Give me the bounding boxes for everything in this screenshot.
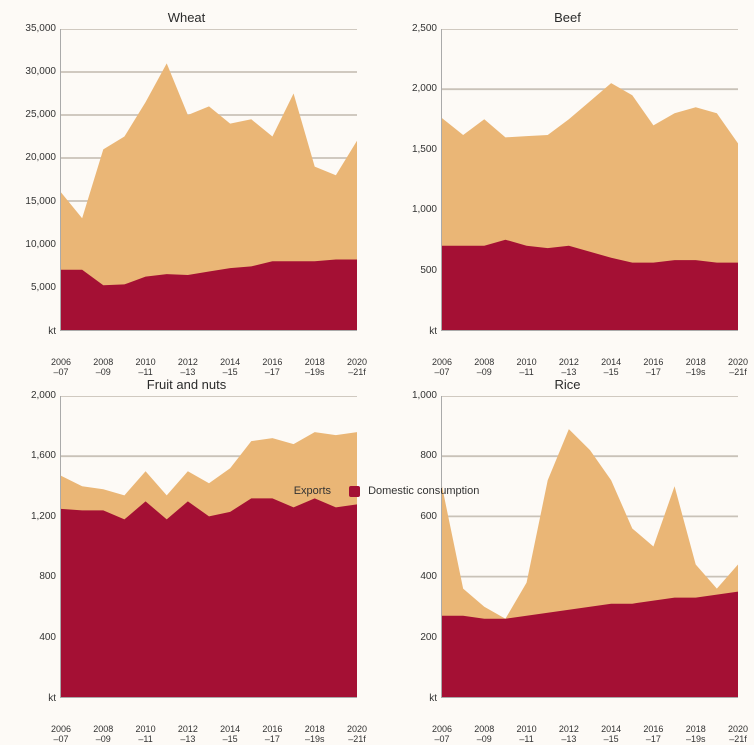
panel-title-rice: Rice	[397, 377, 738, 392]
x-tick: 2008 –09	[474, 358, 494, 378]
y-tick: 2,000	[31, 390, 56, 401]
x-tick: 2008 –09	[93, 358, 113, 378]
x-tick: 2012 –13	[559, 725, 579, 745]
y-axis-beef: 5001,0001,5002,0002,500kt	[397, 29, 441, 331]
panel-rice: Rice 200 400 600 800 1,000 kt 2006 –072008 –092…	[397, 377, 738, 726]
y-tick: 500	[420, 265, 437, 276]
x-tick: 2014 –15	[220, 725, 240, 745]
y-unit: kt	[429, 326, 437, 337]
panel-title-wheat: Wheat	[16, 10, 357, 25]
chart-svg-beef	[442, 29, 738, 330]
domestic-swatch	[349, 486, 360, 497]
x-tick: 2014 –15	[601, 358, 621, 378]
x-tick: 2010 –11	[136, 358, 156, 378]
x-tick: 2020 –21f	[347, 358, 367, 378]
chart-body-rice: 2004006008001,000kt2006 –072008 –092010 …	[397, 396, 738, 726]
legend: Exports Domestic consumption	[0, 485, 754, 497]
legend-item-exports: Exports	[275, 485, 331, 497]
y-tick: 1,600	[31, 450, 56, 461]
y-tick: 1,500	[412, 144, 437, 155]
x-tick: 2006 –07	[432, 725, 452, 745]
chart-svg-fruitnuts	[61, 396, 357, 697]
panel-wheat: Wheat 5,000 10,000 15,000 20,000 25,000 30,000…	[16, 10, 357, 359]
y-tick: 2,500	[412, 23, 437, 34]
y-tick: 1,000	[412, 390, 437, 401]
y-unit: kt	[48, 326, 56, 337]
y-tick: 25,000	[25, 109, 56, 120]
x-tick: 2012 –13	[178, 358, 198, 378]
y-tick: 200	[420, 632, 437, 643]
panel-title-beef: Beef	[397, 10, 738, 25]
y-unit: kt	[429, 693, 437, 704]
y-tick: 800	[420, 450, 437, 461]
chart-svg-wheat	[61, 29, 357, 330]
y-tick: 1,200	[31, 511, 56, 522]
legend-label-domestic: Domestic consumption	[368, 485, 479, 497]
x-tick: 2018 –19s	[686, 358, 706, 378]
x-tick: 2010 –11	[136, 725, 156, 745]
plot-fruitnuts: 2006 –072008 –092010 –112012 –132014 –15…	[60, 396, 357, 698]
x-tick: 2016 –17	[262, 358, 282, 378]
x-tick: 2016 –17	[262, 725, 282, 745]
y-unit: kt	[48, 693, 56, 704]
y-tick: 400	[39, 632, 56, 643]
x-tick: 2010 –11	[517, 725, 537, 745]
chart-body-wheat: 5,00010,00015,00020,00025,00030,00035,00…	[16, 29, 357, 359]
x-tick: 2010 –11	[517, 358, 537, 378]
y-axis-wheat: 5,00010,00015,00020,00025,00030,00035,00…	[16, 29, 60, 331]
x-tick: 2020 –21f	[728, 358, 748, 378]
exports-swatch	[275, 486, 286, 497]
x-tick: 2014 –15	[601, 725, 621, 745]
x-tick: 2018 –19s	[305, 358, 325, 378]
y-tick: 30,000	[25, 66, 56, 77]
y-axis-rice: 2004006008001,000kt	[397, 396, 441, 698]
y-tick: 15,000	[25, 196, 56, 207]
x-tick: 2012 –13	[178, 725, 198, 745]
y-tick: 2,000	[412, 83, 437, 94]
y-tick: 10,000	[25, 239, 56, 250]
y-tick: 35,000	[25, 23, 56, 34]
x-tick: 2008 –09	[93, 725, 113, 745]
x-tick: 2020 –21f	[347, 725, 367, 745]
chart-svg-rice	[442, 396, 738, 697]
panel-beef: Beef 500 1,000 1,500 2,000 2,500 kt 2006 –07200…	[397, 10, 738, 359]
panel-fruitnuts: Fruit and nuts 400 800 1,200 1,600 2,000 kt 200…	[16, 377, 357, 726]
y-tick: 20,000	[25, 152, 56, 163]
plot-beef: 2006 –072008 –092010 –112012 –132014 –15…	[441, 29, 738, 331]
x-tick: 2008 –09	[474, 725, 494, 745]
x-tick: 2020 –21f	[728, 725, 748, 745]
chart-body-fruitnuts: 4008001,2001,6002,000kt2006 –072008 –092…	[16, 396, 357, 726]
plot-rice: 2006 –072008 –092010 –112012 –132014 –15…	[441, 396, 738, 698]
y-tick: 400	[420, 571, 437, 582]
x-tick: 2018 –19s	[305, 725, 325, 745]
plot-wheat: 2006 –072008 –092010 –112012 –132014 –15…	[60, 29, 357, 331]
area-domestic	[442, 592, 738, 697]
x-tick: 2006 –07	[51, 358, 71, 378]
legend-label-exports: Exports	[294, 485, 331, 497]
x-tick: 2006 –07	[51, 725, 71, 745]
y-tick: 600	[420, 511, 437, 522]
y-axis-fruitnuts: 4008001,2001,6002,000kt	[16, 396, 60, 698]
y-tick: 1,000	[412, 204, 437, 215]
x-tick: 2014 –15	[220, 358, 240, 378]
x-tick: 2012 –13	[559, 358, 579, 378]
x-tick: 2016 –17	[643, 358, 663, 378]
chart-body-beef: 5001,0001,5002,0002,500kt2006 –072008 –0…	[397, 29, 738, 359]
x-tick: 2016 –17	[643, 725, 663, 745]
x-tick: 2018 –19s	[686, 725, 706, 745]
x-tick: 2006 –07	[432, 358, 452, 378]
y-tick: 800	[39, 571, 56, 582]
area-domestic	[61, 498, 357, 697]
y-tick: 5,000	[31, 282, 56, 293]
panel-title-fruitnuts: Fruit and nuts	[16, 377, 357, 392]
legend-item-domestic: Domestic consumption	[349, 485, 479, 497]
